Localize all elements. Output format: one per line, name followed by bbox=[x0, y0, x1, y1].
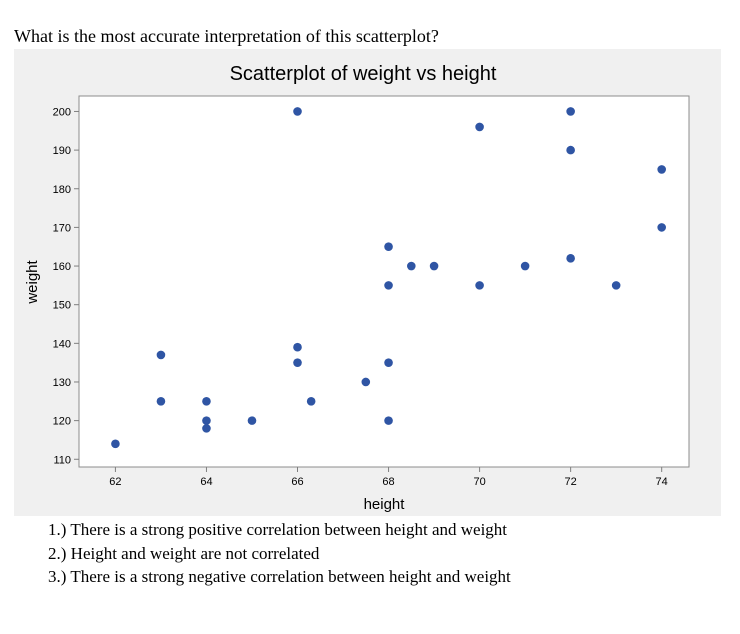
data-point bbox=[293, 342, 302, 352]
y-tick-label: 200 bbox=[53, 106, 71, 118]
data-point bbox=[566, 145, 575, 155]
y-tick-label: 130 bbox=[53, 377, 71, 389]
data-point bbox=[384, 242, 393, 252]
y-tick-label: 120 bbox=[53, 416, 71, 428]
chart-title: Scatterplot of weight vs height bbox=[230, 63, 497, 85]
data-point bbox=[156, 397, 166, 406]
x-tick-label: 74 bbox=[656, 476, 668, 488]
data-point bbox=[566, 254, 575, 263]
data-point bbox=[247, 416, 257, 425]
x-tick-label: 70 bbox=[473, 476, 485, 488]
data-point bbox=[202, 424, 211, 433]
data-point bbox=[111, 439, 120, 449]
data-point bbox=[566, 107, 575, 116]
y-tick-label: 140 bbox=[53, 338, 71, 350]
answer-option-1: 1.) There is a strong positive correlati… bbox=[48, 520, 508, 539]
y-tick-label: 150 bbox=[53, 300, 71, 312]
data-point bbox=[611, 281, 621, 290]
data-point bbox=[475, 281, 484, 290]
x-tick-label: 68 bbox=[382, 476, 394, 488]
y-tick-label: 160 bbox=[53, 261, 71, 273]
plot-area bbox=[78, 95, 690, 468]
x-tick-label: 66 bbox=[291, 476, 303, 488]
data-point bbox=[384, 416, 393, 425]
x-tick-label: 62 bbox=[109, 476, 121, 488]
data-point bbox=[293, 358, 302, 367]
points-layer bbox=[111, 107, 666, 449]
x-axis-label: height bbox=[364, 496, 406, 513]
data-point bbox=[429, 261, 439, 271]
x-tick-label: 72 bbox=[565, 476, 577, 488]
answer-option-3: 3.) There is a strong negative correlati… bbox=[48, 567, 511, 586]
data-point bbox=[384, 281, 393, 290]
data-point bbox=[657, 223, 666, 232]
data-point bbox=[361, 377, 371, 387]
data-point bbox=[156, 350, 166, 360]
y-tick-label: 190 bbox=[53, 145, 71, 157]
y-tick-label: 170 bbox=[53, 222, 71, 234]
answer-list: 1.) There is a strong positive correlati… bbox=[48, 518, 511, 589]
data-point bbox=[202, 416, 211, 425]
data-point bbox=[306, 397, 316, 406]
data-point bbox=[520, 261, 530, 271]
y-tick-label: 180 bbox=[53, 184, 71, 196]
y-tick-label: 110 bbox=[53, 454, 71, 466]
data-point bbox=[657, 165, 666, 174]
y-axis-label: weight bbox=[24, 259, 41, 304]
answer-option-2: 2.) Height and weight are not correlated bbox=[48, 543, 320, 563]
scatterplot-figure: Scatterplot of weight vs height 110 120 13… bbox=[14, 49, 721, 516]
data-point bbox=[475, 122, 484, 132]
data-point bbox=[407, 261, 416, 271]
question-text: What is the most accurate interpretation… bbox=[14, 26, 439, 46]
x-tick-label: 64 bbox=[200, 476, 212, 488]
data-point bbox=[202, 397, 211, 406]
axes-layer: 110 120 130 140 150 160 170 180 190 200 62 64 66 68 70… bbox=[53, 106, 668, 488]
data-point bbox=[293, 107, 302, 116]
data-point bbox=[384, 358, 393, 367]
scatterplot-svg: Scatterplot of weight vs height 110 120 13… bbox=[24, 63, 690, 513]
